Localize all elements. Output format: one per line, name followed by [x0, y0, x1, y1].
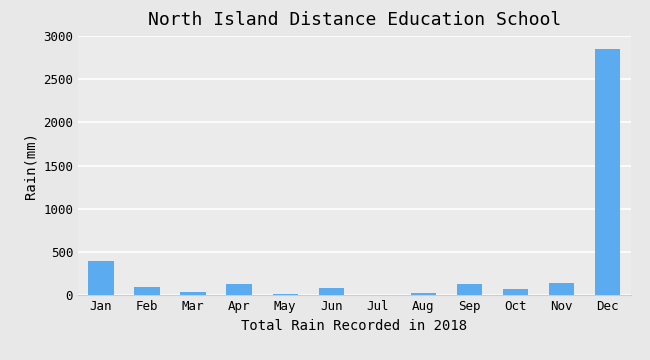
- Bar: [181, 292, 206, 295]
- Bar: [272, 294, 298, 295]
- Bar: [549, 283, 574, 295]
- Bar: [457, 284, 482, 295]
- Bar: [88, 261, 114, 295]
- Bar: [411, 293, 436, 295]
- Title: North Island Distance Education School: North Island Distance Education School: [148, 11, 561, 29]
- X-axis label: Total Rain Recorded in 2018: Total Rain Recorded in 2018: [241, 319, 467, 333]
- Bar: [135, 287, 160, 295]
- Bar: [226, 284, 252, 295]
- Y-axis label: Rain(mm): Rain(mm): [23, 132, 38, 199]
- Bar: [502, 289, 528, 295]
- Bar: [318, 288, 344, 295]
- Bar: [595, 49, 620, 295]
